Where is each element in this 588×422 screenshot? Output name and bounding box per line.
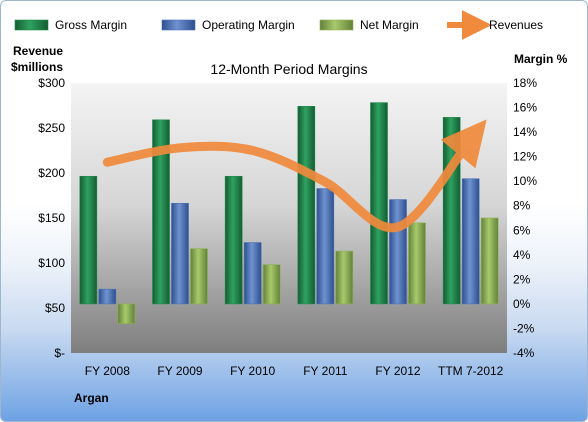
bar-operating-margin [316,188,335,305]
right-tick-label: 16% [513,101,537,115]
bar-net-margin [408,222,426,305]
legend-swatch-operating-margin [161,19,196,31]
right-tick-label: 4% [513,248,531,262]
bar-net-margin [117,303,136,324]
bar-operating-margin [461,178,480,305]
legend-swatch-gross-margin [14,19,49,31]
bar-net-margin [190,248,208,305]
bar-operating-margin [171,202,189,305]
x-tick-label: FY 2010 [230,364,275,378]
right-tick-label: 18% [513,76,537,90]
revenue-line [102,119,487,233]
left-axis-title-line1: Revenue [13,44,63,58]
x-axis: FY 2008 FY 2009 FY 2010 FY 2011 FY 2012 TTM 7… [85,364,504,378]
x-tick-label: FY 2011 [303,364,348,378]
bar-gross-margin [152,119,170,305]
right-tick-label: 14% [513,125,537,139]
legend-label: Revenues [489,18,543,32]
x-tick-label: TTM 7-2012 [438,364,504,378]
bar-net-margin [335,250,354,305]
chart-title: 12-Month Period Margins [210,61,367,77]
bar-gross-margin [442,117,461,305]
bar-operating-margin [98,288,117,305]
right-tick-label: 12% [513,150,537,164]
left-tick-label: $250 [38,121,65,135]
right-tick-label: -4% [513,346,535,360]
x-tick-label: FY 2008 [85,364,130,378]
left-axis: $- $50 $100 $150 $200 $250 $300 [38,76,65,360]
left-tick-label: $- [54,346,65,360]
right-axis: -4% -2% 0% 2% 4% 6% 8% 10% 12% 14% 16% 18% [513,76,537,360]
legend-label: Net Margin [360,18,419,32]
right-tick-label: 2% [513,272,531,286]
right-tick-label: -2% [513,321,535,335]
bar-gross-margin [224,175,243,305]
x-tick-label: FY 2009 [157,364,202,378]
right-tick-label: 8% [513,199,531,213]
left-tick-label: $200 [38,166,65,180]
left-tick-label: $100 [38,256,65,270]
x-tick-label: FY 2012 [375,364,420,378]
bar-net-margin [480,217,499,305]
legend: Gross Margin Operating Margin Net Margin Re… [14,10,543,40]
left-tick-label: $300 [38,76,65,90]
revenue-series [102,119,487,233]
right-axis-title: Margin % [514,52,568,66]
bar-gross-margin [79,175,98,305]
legend-label: Gross Margin [55,18,127,32]
plot-area [71,83,507,353]
bar-operating-margin [243,242,262,305]
legend-swatch-net-margin [319,19,354,31]
right-tick-label: 6% [513,223,531,237]
bar-gross-margin [370,102,388,305]
bar-gross-margin [297,106,316,305]
legend-label: Operating Margin [202,18,295,32]
right-tick-label: 0% [513,297,531,311]
left-tick-label: $50 [45,301,65,315]
company-label: Argan [74,391,109,405]
left-tick-label: $150 [38,211,65,225]
right-tick-label: 10% [513,174,537,188]
left-axis-title-line2: $millions [11,60,63,74]
bar-net-margin [262,264,281,305]
bar-operating-margin [389,199,407,305]
